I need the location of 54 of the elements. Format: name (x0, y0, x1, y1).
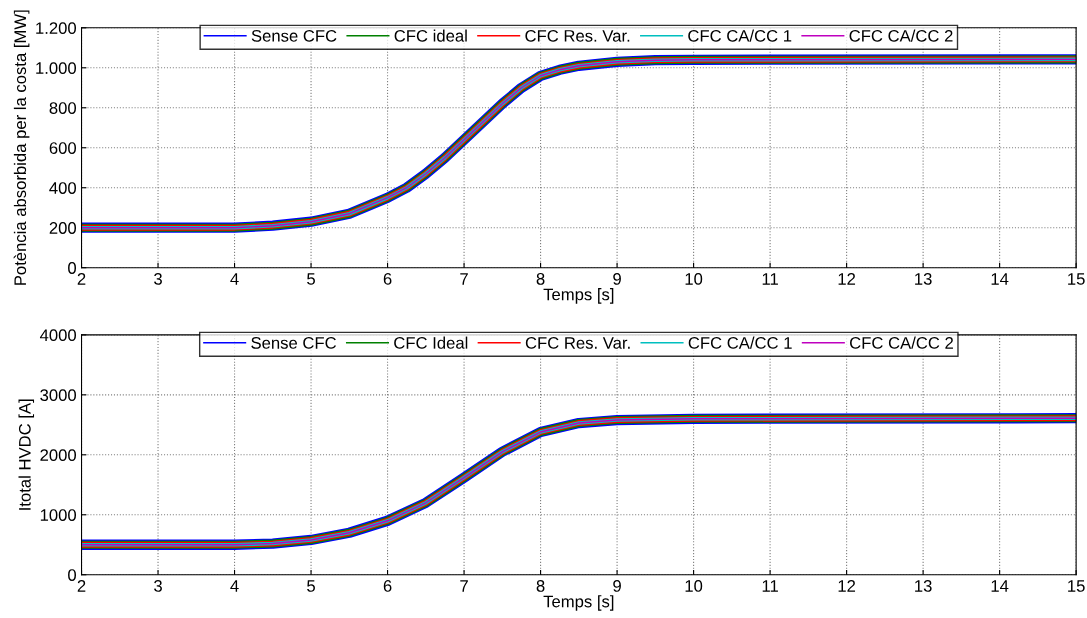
x-tick-label: 13 (915, 272, 932, 285)
x-tick-label: 8 (536, 580, 545, 592)
x-tick-label: 11 (762, 580, 778, 592)
x-tick-label: 10 (685, 272, 703, 285)
x-tick-label: 12 (838, 272, 856, 285)
x-tick-label: 13 (915, 580, 932, 592)
x-axis-title: Temps [s] (543, 288, 614, 304)
x-tick-label: 15 (1068, 580, 1085, 592)
legend-label: CFC Ideal (394, 336, 468, 349)
x-tick-label: 15 (1068, 273, 1085, 285)
legend-label: CFC CA/CC 2 (849, 29, 953, 42)
x-tick-label: 14 (991, 273, 1009, 285)
x-tick-label: 7 (460, 580, 468, 592)
x-tick-label: 9 (613, 272, 621, 285)
y-tick-label: 3000 (40, 389, 77, 402)
legend-label: CFC ideal (394, 29, 467, 42)
x-tick-label: 3 (154, 580, 162, 592)
x-axis-title: Temps [s] (543, 595, 614, 611)
y-tick-label: 0 (68, 262, 77, 274)
x-tick-label: 4 (230, 580, 239, 592)
y-tick-label: 200 (49, 222, 77, 234)
x-tick-label: 11 (762, 273, 778, 285)
legend-label: Sense CFC (251, 337, 337, 349)
y-tick-label: 2000 (40, 449, 77, 461)
x-tick-label: 10 (685, 580, 703, 592)
y-tick-label: 800 (49, 102, 77, 114)
x-tick-label: 4 (230, 273, 239, 285)
x-tick-label: 8 (536, 272, 545, 285)
x-tick-label: 12 (838, 580, 856, 592)
legend-label: Sense CFC (251, 29, 337, 42)
y-tick-label: 0 (68, 569, 77, 581)
x-tick-label: 14 (991, 580, 1009, 592)
y-axis-title: Potència absorbida per la costa [MW] (13, 10, 30, 285)
y-tick-label: 1.200 (36, 22, 77, 35)
y-tick-label: 1.000 (36, 62, 77, 74)
y-tick-label: 400 (49, 182, 77, 194)
y-tick-label: 1000 (40, 509, 77, 521)
legend-label: CFC CA/CC 1 (688, 336, 792, 349)
x-tick-label: 5 (307, 580, 315, 592)
legend-label: CFC Res. Var. (525, 29, 630, 42)
x-tick-label: 2 (77, 272, 86, 285)
y-axis-title: Itotal HVDC [A] (18, 399, 35, 510)
x-tick-label: 2 (77, 580, 86, 592)
x-tick-label: 3 (154, 272, 162, 285)
x-tick-label: 7 (460, 273, 468, 285)
legend-label: CFC CA/CC 1 (688, 29, 792, 42)
legend-label: CFC CA/CC 2 (850, 336, 953, 349)
x-tick-label: 9 (613, 580, 621, 592)
legend-label: CFC Res. Var. (525, 337, 630, 349)
y-tick-label: 600 (49, 142, 77, 154)
x-tick-label: 5 (307, 273, 315, 285)
x-tick-label: 6 (383, 580, 392, 592)
y-tick-label: 4000 (39, 329, 77, 342)
x-tick-label: 6 (383, 272, 392, 285)
